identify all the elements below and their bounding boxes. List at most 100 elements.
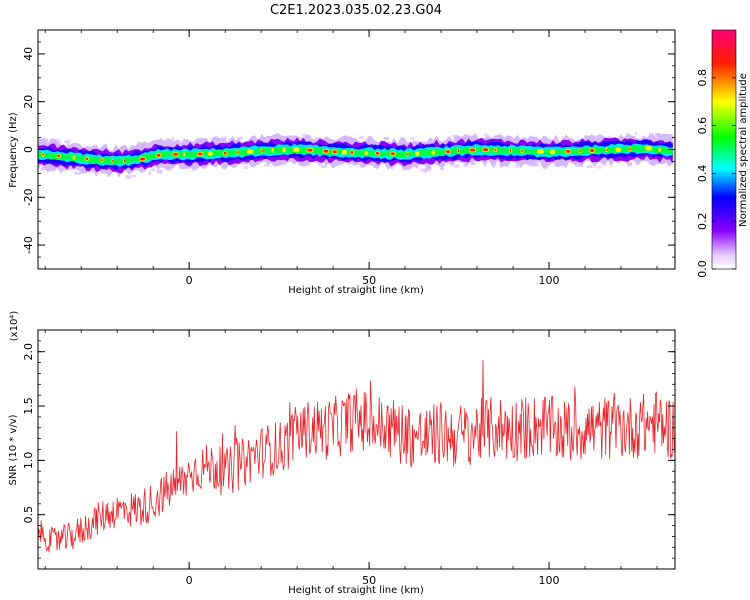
spectrogram-x-tick-label: 0 [186,274,193,287]
spectrogram-hotspot [208,151,213,156]
colorbar-tick-label: 0.4 [696,165,709,183]
spectrogram-peak [261,149,263,153]
spectrogram-peak [375,151,380,155]
spectrogram-peak [606,148,608,152]
spectrogram-speckle [473,161,477,166]
spectrogram-hotspot [183,152,186,157]
spectrogram-speckle [321,164,327,168]
spectrogram-speckle [453,164,460,168]
spectrogram-speckle [54,139,60,143]
spectrogram-peak [579,149,581,153]
spectrogram-hotspot [645,146,652,151]
spectrogram-speckle [263,164,270,167]
spectrogram-peak [332,150,337,154]
spectrogram-peak [123,159,126,163]
spectrogram-peak [407,152,409,156]
spectrogram-y-tick-label: 20 [22,95,35,109]
spectrogram-ticks: 0 50 100 40 20 0 -20 -40 [22,29,675,287]
spectrogram-hotspot [537,149,544,154]
spectrogram-speckle [598,165,602,169]
spectrogram-speckle [533,162,539,167]
spectrogram-speckle [463,163,468,168]
spectrogram-y-tick-label: -40 [22,236,35,254]
spectrogram-speckle [515,164,519,168]
spectrogram-x-tick-label: 100 [539,274,560,287]
spectrogram-peak [350,151,354,154]
spectrogram-peak [521,149,523,153]
spectrogram-peak [629,147,631,151]
snr-panel: 0 50 100 0.5 1.0 1.5 2.0 Height of straight li… [8,311,676,596]
spectrogram-speckle [69,167,75,171]
spectrogram-speckle [66,142,69,146]
spectrogram-hotspot [431,150,436,155]
spectrogram-hotspot [72,155,76,160]
spectrogram-peak [494,148,497,152]
spectrogram-speckle [425,166,432,169]
spectrogram-speckle [99,171,103,174]
spectrogram-y-tick-label: -20 [22,188,35,206]
spectrogram-peak [197,152,203,156]
colorbar-tick-label: 0.8 [696,69,709,87]
snr-x-tick-label: 100 [539,574,560,587]
spectrogram-y-tick-label: 40 [22,47,35,61]
spectrogram-speckle [390,166,394,170]
spectrogram-speckle [491,164,495,168]
spectrogram-speckle [75,172,81,175]
spectrogram-speckle [653,135,658,138]
spectrogram-hotspot [615,147,621,152]
spectrogram-peak [57,154,61,158]
spectrogram-speckle [87,170,93,173]
spectrogram-peak [42,153,44,157]
snr-frame [37,329,676,570]
snr-y-tick-label: 1.0 [22,452,35,470]
spectrogram-peak [112,159,114,163]
spectrogram-speckle [578,163,584,167]
spectrogram-speckle [627,162,633,167]
spectrogram-speckle [575,163,580,168]
spectrogram-hotspot [271,148,274,153]
spectrogram-speckle [484,133,489,137]
spectrogram-speckle [237,136,244,141]
spectrogram-speckle [228,138,232,143]
figure-title: C2E1.2023.035.02.23.G04 [270,3,442,18]
colorbar-label: Normalized spectral amplitude [738,73,749,227]
colorbar-tick-label: 0.2 [696,212,709,230]
spectrogram-speckle [243,166,248,170]
spectrogram-speckle [40,166,47,171]
spectrogram-peak [565,149,571,153]
snr-y-tick-label: 2.0 [22,343,35,361]
spectrogram-speckle [422,168,427,173]
spectrogram-y-label: Frequency (Hz) [8,112,19,188]
spectrogram-speckle [673,141,675,145]
spectrogram-speckle [63,140,67,144]
spectrogram-speckle [635,131,638,135]
spectrogram-peak [483,148,489,152]
spectrogram-speckle [301,133,307,138]
spectrogram-speckle [131,175,136,178]
spectrogram-peak [236,150,239,154]
spectrogram-peak [390,152,395,156]
snr-x-label: Height of straight line (km) [288,585,424,596]
spectrogram-speckle [562,136,566,139]
spectrogram-speckle [607,135,613,139]
colorbar-tick-label: 0.6 [696,117,709,135]
spectrogram-speckle [452,134,457,138]
spectrogram-speckle [171,137,175,141]
spectrogram-peak [509,149,512,152]
spectrogram-peak [85,157,89,161]
spectrogram-peak [323,149,329,153]
spectrogram-hotspot [246,149,254,154]
colorbar-tick-label: 0.0 [696,260,709,278]
spectrogram-speckle [283,162,287,165]
spectrogram-peak [101,158,103,162]
spectrogram-speckle [150,168,155,172]
spectrogram-speckle [420,162,426,166]
spectrogram-peak [139,157,145,161]
spectrogram-speckle [466,160,473,164]
spectrogram-x-label: Height of straight line (km) [288,285,424,296]
spectrogram-hotspot [364,150,369,156]
spectrogram-speckle [306,162,311,166]
spectrogram-speckle [221,136,227,141]
snr-y-label: SNR (10 * v/v) [8,414,19,485]
